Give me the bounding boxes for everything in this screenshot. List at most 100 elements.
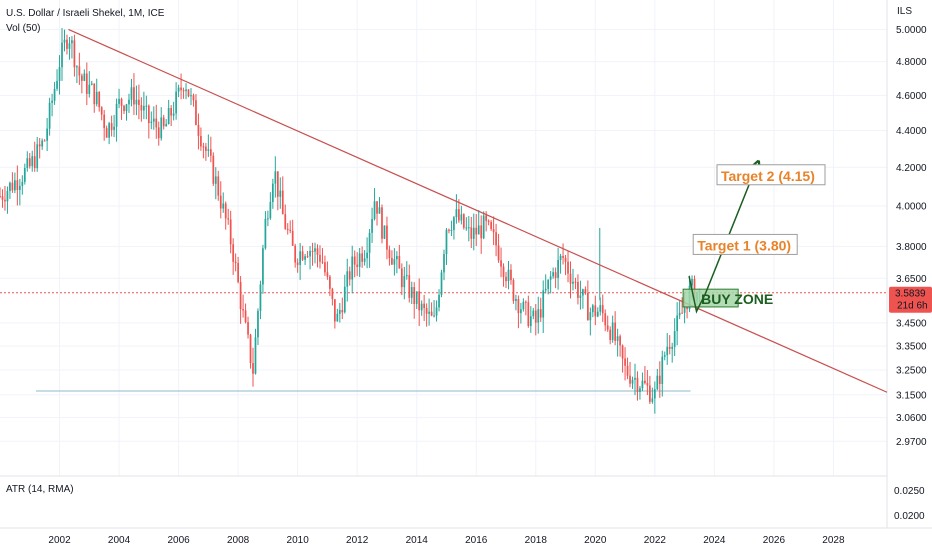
candle-body [66, 39, 68, 49]
price-tick-label: 4.0000 [896, 201, 927, 212]
candle-body [274, 171, 277, 184]
candle-body [420, 303, 423, 311]
candle-body [584, 289, 587, 293]
candle-body [326, 272, 329, 277]
candle-body [428, 311, 430, 314]
candle-body [177, 87, 180, 92]
buy-zone-annotation[interactable]: BUY ZONE [682, 288, 773, 308]
candle-body [368, 232, 371, 253]
candle-body [353, 256, 356, 265]
candle-body [217, 176, 220, 196]
candle-body [195, 100, 197, 125]
candle-body [338, 309, 341, 314]
candle-body [16, 180, 19, 191]
candle-body [391, 258, 393, 265]
candle-body [403, 276, 406, 288]
candle-body [653, 389, 656, 399]
time-tick-label: 2014 [406, 535, 429, 546]
candle-body [606, 325, 609, 330]
candle-body [237, 262, 239, 283]
candle-body [661, 356, 664, 384]
candle-body [170, 107, 173, 116]
candle-body [393, 259, 396, 265]
candle-body [430, 311, 433, 316]
candle-body [371, 219, 373, 233]
candle-body [80, 75, 83, 81]
price-badge: 3.5839 21d 6h [889, 286, 932, 313]
candle-body [276, 171, 279, 197]
candle-body [453, 217, 455, 230]
candle-body [331, 288, 334, 300]
candle-body [63, 39, 66, 43]
candle-body [182, 90, 185, 92]
candle-body [423, 303, 426, 309]
candle-body [450, 229, 453, 231]
time-axis[interactable]: 2002 2004 2006 2008 2010 2012 2014 2016 2018 2020… [48, 535, 845, 546]
candle-body [524, 301, 527, 303]
candle-body [93, 83, 96, 105]
candle-body [333, 299, 336, 322]
candle-body [495, 232, 497, 246]
target-1-box[interactable] [692, 233, 798, 255]
candle-body [108, 123, 111, 138]
candle-body [6, 190, 9, 202]
candle-body [232, 244, 235, 262]
candle-body [262, 248, 264, 285]
candle-body [279, 190, 282, 197]
candle-body [502, 266, 505, 277]
candle-body [621, 345, 624, 359]
candle-body [448, 229, 450, 231]
candle-body [609, 329, 612, 340]
candle-body [36, 144, 39, 169]
target-1-annotation[interactable]: Target 1 (3.80) [692, 233, 798, 255]
candle-body [445, 229, 448, 255]
candle-body [596, 311, 599, 317]
candle-body [485, 215, 488, 221]
price-axis[interactable]: 5.0000 4.8000 4.6000 4.4000 4.2000 4.0000 3.80… [896, 25, 927, 448]
candle-body [552, 272, 555, 277]
projection-arrow[interactable] [688, 167, 756, 314]
candle-body [113, 126, 115, 130]
candle-body [83, 73, 86, 81]
candle-body [138, 99, 140, 106]
candle-body [28, 158, 31, 167]
candle-body [559, 255, 562, 260]
candle-body [202, 146, 205, 148]
target-2-box[interactable] [716, 164, 826, 186]
candle-body [681, 312, 683, 314]
price-badge-countdown: 21d 6h [897, 301, 928, 312]
candle-body [244, 310, 247, 323]
candle-body [537, 309, 540, 323]
candle-body [254, 337, 257, 374]
buy-zone-rect[interactable] [682, 288, 739, 308]
target-2-annotation[interactable]: Target 2 (4.15) [716, 164, 826, 186]
price-tick-label: 3.3500 [896, 342, 927, 353]
candle-body [641, 380, 644, 389]
candle-body [185, 89, 187, 92]
candle-body [197, 124, 200, 136]
candle-body [314, 248, 316, 252]
candle-body [1, 196, 4, 200]
descending-trendline[interactable] [68, 28, 888, 393]
candle-body [480, 225, 483, 239]
time-tick-label: 2026 [763, 535, 786, 546]
candle-body [41, 140, 44, 147]
candle-body [18, 185, 21, 191]
candle-body [649, 385, 651, 402]
candle-body [477, 225, 480, 235]
candle-body [281, 190, 284, 215]
candle-body [351, 256, 354, 280]
time-tick-label: 2024 [703, 535, 726, 546]
candle-body [78, 66, 81, 76]
candle-body [510, 269, 512, 281]
candle-body [443, 254, 445, 273]
atr-tick-label: 0.0250 [894, 486, 925, 497]
candle-body [264, 218, 267, 249]
candle-body [470, 227, 473, 239]
candle-body [455, 209, 458, 218]
candle-body [663, 355, 666, 357]
price-tick-label: 4.2000 [896, 163, 927, 174]
candle-body [123, 105, 125, 112]
candle-body [400, 268, 403, 288]
